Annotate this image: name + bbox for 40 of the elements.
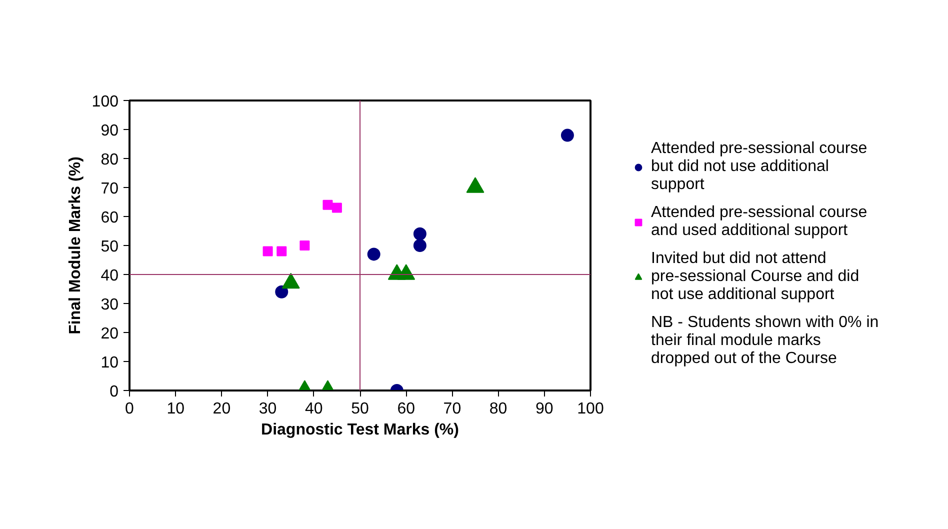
legend-label: Attended pre-sessional course but did not use additional support bbox=[651, 140, 868, 194]
point bbox=[332, 202, 342, 213]
point bbox=[262, 246, 273, 256]
y-tick-label: 80 bbox=[100, 152, 119, 168]
y-tick-label: 50 bbox=[100, 238, 119, 256]
x-tick-label: 100 bbox=[577, 400, 604, 418]
y-tick-label: 60 bbox=[100, 210, 119, 226]
y-tick-label: 10 bbox=[100, 354, 119, 372]
x-tick-label: 10 bbox=[166, 400, 185, 418]
x-tick-label: 90 bbox=[536, 400, 554, 418]
point bbox=[397, 264, 416, 280]
y-tick-label: 40 bbox=[100, 268, 119, 284]
x-tick-label: 50 bbox=[351, 400, 369, 418]
x-tick-label: 0 bbox=[125, 400, 134, 418]
legend-label: Attended pre-sessional course and used additional support bbox=[651, 204, 868, 240]
point bbox=[413, 239, 426, 252]
x-tick-label: 40 bbox=[305, 400, 323, 418]
legend-label: Invited but did not attend pre-sessional Course and did not use additional support bbox=[651, 250, 860, 304]
y-tick-label: 0 bbox=[110, 384, 119, 400]
text: NB - Students shown with 0% in their final module marks dropped out of the Course bbox=[651, 314, 879, 368]
x-tick-label: 20 bbox=[212, 400, 231, 418]
point bbox=[560, 128, 574, 142]
point bbox=[322, 200, 333, 210]
y-axis-title: Final Module Marks (%) bbox=[66, 156, 84, 334]
y-tick-label: 90 bbox=[100, 122, 119, 140]
x-tick-label: 70 bbox=[443, 400, 462, 418]
x-tick-label: 60 bbox=[397, 400, 416, 418]
y-tick-label: 100 bbox=[92, 94, 119, 110]
y-tick-label: 30 bbox=[100, 296, 119, 314]
y-tick-label: 20 bbox=[100, 326, 119, 342]
x-tick-label: 80 bbox=[489, 400, 508, 418]
point bbox=[413, 227, 426, 240]
point bbox=[300, 240, 310, 250]
point bbox=[275, 285, 288, 298]
x-tick-label: 30 bbox=[258, 400, 277, 418]
point bbox=[282, 272, 300, 289]
point bbox=[276, 246, 287, 256]
y-tick-label: 70 bbox=[100, 180, 119, 198]
point bbox=[367, 248, 380, 261]
x-axis-title: Diagnostic Test Marks (%) bbox=[261, 422, 459, 438]
